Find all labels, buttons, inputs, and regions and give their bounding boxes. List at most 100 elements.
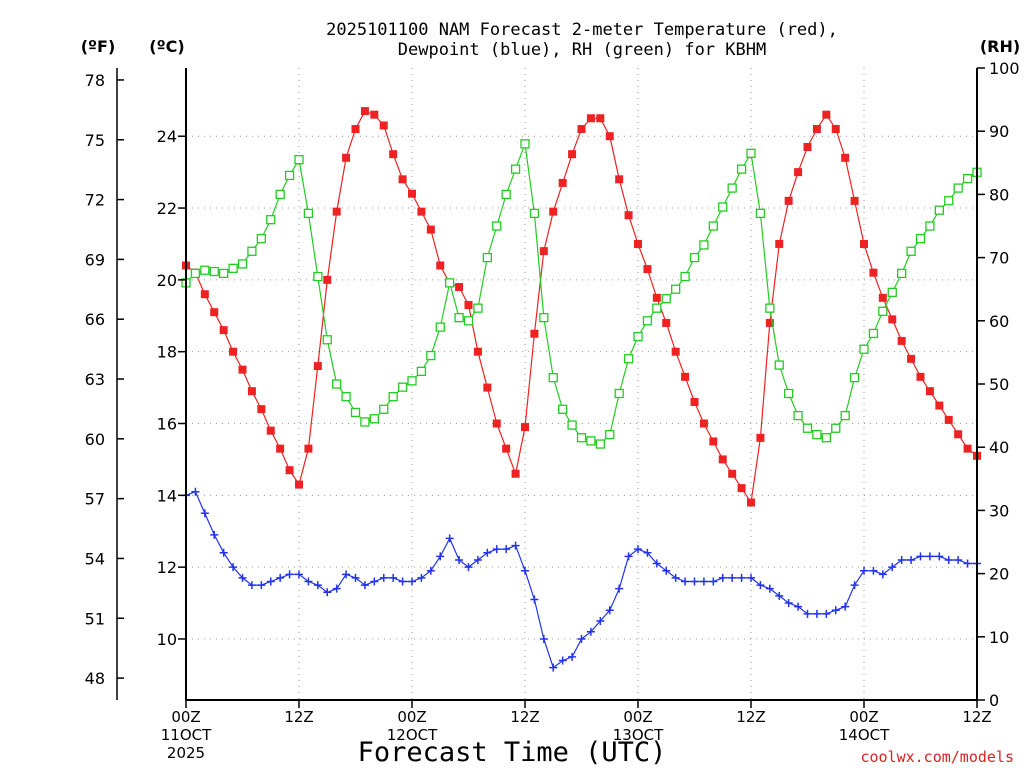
dewpoint-point: [586, 627, 595, 636]
dewpoint-point: [417, 573, 426, 582]
dewpoint-point: [304, 577, 313, 586]
dewpoint-point: [323, 588, 332, 597]
celsius-axis-label: (ºC): [149, 37, 184, 56]
dewpoint-point: [502, 545, 511, 554]
rh-point: [906, 246, 916, 256]
temperature-point: [285, 466, 294, 475]
rh-point: [699, 240, 709, 250]
temperature-point: [916, 372, 925, 381]
rh-point: [915, 233, 926, 244]
dewpoint-point: [257, 581, 266, 590]
rh-point: [284, 170, 295, 181]
dewpoint-point: [389, 573, 398, 582]
temperature-point: [266, 426, 275, 435]
dewpoint-point: [408, 577, 416, 586]
rh-point: [887, 287, 897, 298]
celsius-tick-label: 14: [157, 486, 177, 505]
rh-point: [209, 266, 219, 277]
rh-point: [548, 373, 558, 383]
dewpoint-point: [728, 573, 737, 582]
rh-point: [529, 208, 540, 219]
temperature-point: [907, 354, 916, 363]
rh-point: [190, 268, 201, 279]
rh-point: [388, 391, 398, 402]
rh-point: [350, 407, 361, 418]
rh-point: [802, 423, 813, 433]
x-tick-label-date: 11OCT: [161, 726, 212, 744]
rh-point: [859, 344, 869, 354]
dewpoint-point: [370, 577, 379, 586]
rh-point: [558, 404, 568, 414]
rh-tick-label: 80: [989, 185, 1009, 204]
temperature-point: [492, 419, 501, 428]
dewpoint-point: [634, 545, 642, 554]
temperature-point: [605, 132, 614, 141]
dewpoint-point: [360, 581, 369, 590]
temperature-point: [765, 318, 774, 327]
temperature-point: [954, 430, 963, 439]
temperature-point: [436, 261, 445, 270]
dewpoint-point: [878, 570, 887, 579]
fahrenheit-tick-label: 66: [85, 310, 105, 329]
celsius-tick-label: 22: [157, 199, 177, 218]
rh-axis-label: (RH): [980, 37, 1020, 56]
rh-point: [708, 221, 718, 231]
temperature-point: [756, 433, 765, 442]
dewpoint-point: [276, 573, 285, 582]
dewpoint-point: [558, 656, 567, 665]
temperature-point: [408, 189, 416, 198]
x-axis-title: Forecast Time (UTC): [358, 737, 667, 768]
dewpoint-point: [944, 555, 953, 564]
temperature-point: [549, 207, 558, 216]
dewpoint-point: [737, 573, 746, 582]
x-tick-label-time: 00Z: [171, 708, 200, 726]
rh-point: [322, 335, 332, 345]
dewpoint-point: [398, 577, 407, 586]
temperature-point: [897, 336, 906, 345]
dewpoint-point: [285, 570, 294, 579]
temperature-point: [200, 290, 209, 299]
temperature-point: [351, 125, 360, 134]
dewpoint-point: [605, 606, 614, 615]
rh-point: [736, 164, 747, 174]
rh-point: [633, 331, 643, 342]
rh-point: [755, 208, 766, 219]
temperature-point: [690, 397, 699, 406]
rh-tick-label: 30: [989, 501, 1009, 520]
rh-point: [925, 221, 935, 231]
temperature-point: [304, 444, 313, 453]
rh-point: [595, 439, 605, 449]
temperature-point: [455, 283, 464, 292]
dewpoint-point: [756, 581, 765, 590]
rh-point: [266, 215, 276, 225]
rh-point: [953, 183, 963, 193]
dewpoint-point: [511, 541, 520, 550]
rh-point: [360, 417, 370, 427]
dewpoint-point: [662, 566, 671, 575]
rh-tick-label: 90: [989, 122, 1009, 141]
rh-point: [623, 354, 634, 364]
dewpoint-point: [615, 584, 624, 593]
dewpoint-point: [549, 663, 558, 672]
rh-point: [689, 252, 700, 263]
rh-point: [426, 350, 436, 361]
temperature-point: [521, 423, 529, 432]
rh-point: [510, 164, 521, 174]
dewpoint-point: [765, 584, 774, 593]
fahrenheit-tick-label: 63: [85, 370, 105, 389]
temperature-point: [511, 469, 520, 478]
dewpoint-point: [530, 595, 539, 604]
rh-tick-label: 40: [989, 438, 1009, 457]
dewpoint-point: [492, 545, 501, 554]
dewpoint-point: [436, 552, 445, 561]
temperature-point: [615, 175, 624, 184]
temperature-point: [568, 150, 577, 159]
dewpoint-point: [568, 652, 577, 661]
temperature-point: [681, 372, 690, 381]
rh-point: [539, 312, 549, 323]
temperature-point: [812, 125, 821, 134]
temperature-point: [709, 437, 718, 446]
dewpoint-point: [624, 552, 633, 561]
x-tick-label-time: 00Z: [397, 708, 426, 726]
